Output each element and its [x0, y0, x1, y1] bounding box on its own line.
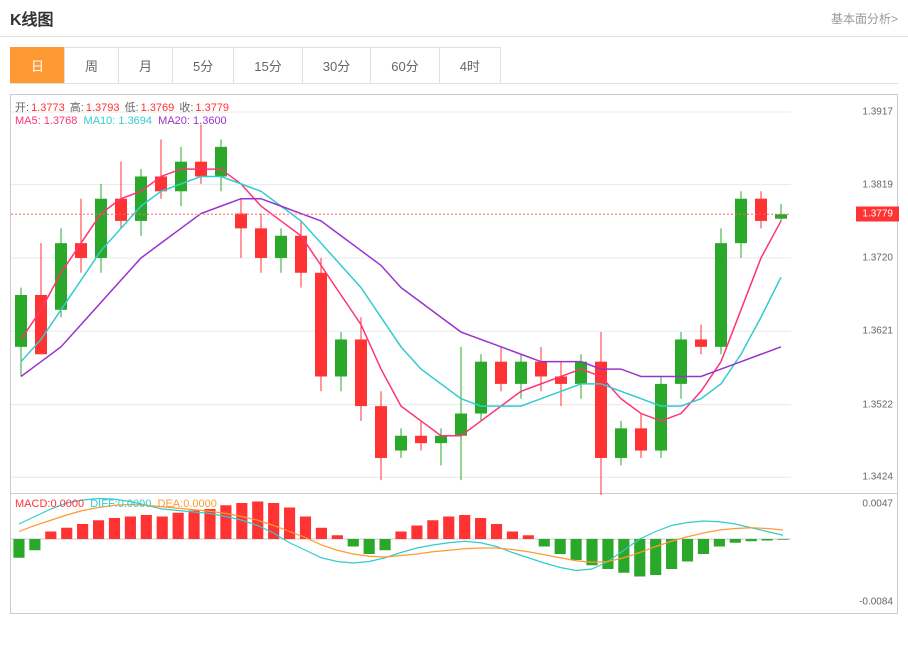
- tab-30分[interactable]: 30分: [302, 47, 371, 83]
- dea-label: DEA:0.0000: [158, 498, 217, 510]
- tab-60分[interactable]: 60分: [370, 47, 439, 83]
- y-tick: 1.3522: [862, 399, 893, 410]
- ma20-label: MA20: 1.3600: [158, 115, 227, 127]
- tab-4时[interactable]: 4时: [439, 47, 501, 83]
- tab-日[interactable]: 日: [10, 47, 65, 83]
- y-tick: 0.0047: [862, 498, 893, 509]
- y-tick: 1.3917: [862, 107, 893, 118]
- ohlc-info: 开:1.3773 高:1.3793 低:1.3769 收:1.3779: [15, 99, 231, 115]
- macd-label: MACD:0.0000: [15, 498, 84, 510]
- timeframe-tabs: 日周月5分15分30分60分4时: [10, 47, 898, 84]
- analysis-link[interactable]: 基本面分析>: [831, 10, 898, 27]
- ma-info: MA5: 1.3768 MA10: 1.3694 MA20: 1.3600: [15, 115, 227, 127]
- y-tick: 1.3621: [862, 326, 893, 337]
- main-y-axis: 1.3424 1.3522 1.3621 1.3720 1.3819 1.3917 1.37…: [847, 95, 897, 493]
- high-value: 1.3793: [86, 102, 120, 114]
- open-value: 1.3773: [31, 102, 65, 114]
- ma10-label: MA10: 1.3694: [84, 115, 153, 127]
- y-tick: -0.0084: [859, 597, 893, 608]
- close-label: 收:: [179, 102, 193, 114]
- close-value: 1.3779: [195, 102, 229, 114]
- sub-y-axis: -0.0084 0.0047: [847, 494, 897, 613]
- tab-5分[interactable]: 5分: [172, 47, 234, 83]
- y-tick: 1.3819: [862, 179, 893, 190]
- tab-周[interactable]: 周: [64, 47, 119, 83]
- tab-15分[interactable]: 15分: [233, 47, 302, 83]
- low-value: 1.3769: [141, 102, 175, 114]
- open-label: 开:: [15, 102, 29, 114]
- diff-label: DIFF:0.0000: [90, 498, 151, 510]
- main-candlestick-chart[interactable]: 开:1.3773 高:1.3793 低:1.3769 收:1.3779 MA5:…: [10, 94, 898, 494]
- candlestick-svg: [11, 95, 841, 495]
- macd-svg: [11, 494, 841, 614]
- high-label: 高:: [70, 102, 84, 114]
- tab-月[interactable]: 月: [118, 47, 173, 83]
- header: K线图 基本面分析>: [0, 0, 908, 37]
- page-title: K线图: [10, 6, 54, 30]
- y-tick: 1.3720: [862, 252, 893, 263]
- y-tick: 1.3424: [862, 472, 893, 483]
- ma5-label: MA5: 1.3768: [15, 115, 77, 127]
- low-label: 低:: [125, 102, 139, 114]
- macd-chart[interactable]: MACD:0.0000 DIFF:0.0000 DEA:0.0000 -0.00…: [10, 494, 898, 614]
- macd-info: MACD:0.0000 DIFF:0.0000 DEA:0.0000: [15, 498, 217, 510]
- current-price-marker: 1.3779: [856, 207, 899, 222]
- chart-container: 开:1.3773 高:1.3793 低:1.3769 收:1.3779 MA5:…: [10, 94, 898, 614]
